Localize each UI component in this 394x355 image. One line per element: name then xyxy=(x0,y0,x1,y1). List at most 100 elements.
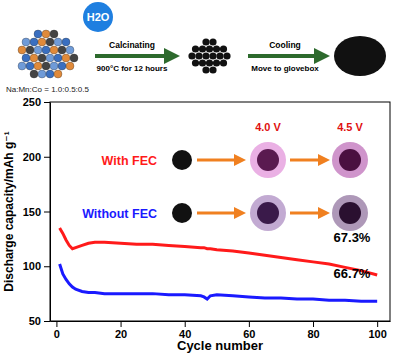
calcined-particle xyxy=(220,59,227,66)
series-label: Without FEC xyxy=(82,207,157,221)
particle xyxy=(22,54,30,62)
calcined-particle xyxy=(192,59,199,66)
particle xyxy=(42,30,50,38)
x-axis-title: Cycle number xyxy=(177,338,263,353)
particle xyxy=(70,54,78,62)
tick-label: 150 xyxy=(23,206,41,218)
particle-pristine xyxy=(172,150,192,170)
annotation: 67.3% xyxy=(334,230,371,245)
step-label: Cooling xyxy=(269,40,301,50)
calcined-particle xyxy=(223,52,230,59)
particle xyxy=(22,38,30,46)
tick: 200 xyxy=(23,151,50,163)
ratio-label: Na:Mn:Co = 1.0:0.5:0.5 xyxy=(6,85,89,94)
particle-shell xyxy=(250,142,286,178)
particle xyxy=(66,46,74,54)
tick: 80 xyxy=(307,321,319,340)
tick: 100 xyxy=(23,260,50,272)
particle-shell xyxy=(250,195,286,231)
tick-mark xyxy=(44,212,50,213)
particle xyxy=(38,38,46,46)
tick-mark xyxy=(44,266,50,267)
tick: 0 xyxy=(54,321,60,340)
tick: 150 xyxy=(23,206,50,218)
tick-mark xyxy=(44,157,50,158)
arrow xyxy=(95,54,172,58)
tick-label: 250 xyxy=(23,96,41,108)
calcined-particle xyxy=(202,52,209,59)
series-label: With FEC xyxy=(102,154,157,168)
calcined-particle xyxy=(209,52,216,59)
particle xyxy=(50,30,58,38)
water-label: H2O xyxy=(87,11,110,23)
calcined-particle xyxy=(202,66,209,73)
particle xyxy=(18,46,26,54)
tick-label: 20 xyxy=(115,328,127,340)
calcined-particle xyxy=(220,45,227,52)
particle-pristine xyxy=(172,203,192,223)
annotation: 66.7% xyxy=(334,266,371,281)
particle xyxy=(30,54,38,62)
particle xyxy=(30,70,38,78)
axis-line xyxy=(50,103,51,322)
arrow xyxy=(197,212,240,215)
tick: 60 xyxy=(243,321,255,340)
particle-shell xyxy=(332,195,368,231)
calcined-particle xyxy=(209,38,216,45)
particle-core xyxy=(257,202,279,224)
tick-label: 80 xyxy=(307,328,319,340)
particle xyxy=(54,38,62,46)
particle xyxy=(62,54,70,62)
tick: 250 xyxy=(23,96,50,108)
tick-mark xyxy=(377,321,378,327)
series-line xyxy=(60,264,378,301)
calcined-particle xyxy=(188,52,195,59)
calcined-particle xyxy=(199,45,206,52)
plot-frame xyxy=(50,102,390,321)
schematic: H2ONa:Mn:Co = 1.0:0.5:0.5Calcinating900°… xyxy=(6,2,386,94)
arrow xyxy=(248,54,322,58)
tick-mark xyxy=(44,102,50,103)
particle xyxy=(46,38,54,46)
tick-label: 50 xyxy=(29,315,41,327)
arrow xyxy=(290,159,324,162)
arrow xyxy=(290,212,324,215)
particle xyxy=(58,62,66,70)
particle xyxy=(26,62,34,70)
particle xyxy=(66,62,74,70)
calcined-particle xyxy=(195,52,202,59)
tick-mark xyxy=(185,321,186,327)
tick-mark xyxy=(121,321,122,327)
tick-mark xyxy=(56,321,57,327)
particle xyxy=(58,46,66,54)
particle xyxy=(42,62,50,70)
tick: 100 xyxy=(368,321,386,340)
step-label: Move to glovebox xyxy=(251,64,319,73)
tick: 20 xyxy=(115,321,127,340)
tick-label: 0 xyxy=(54,328,60,340)
tick-label: 100 xyxy=(23,260,41,272)
calcined-particle xyxy=(206,59,213,66)
particle xyxy=(54,54,62,62)
calcined-particle xyxy=(213,45,220,52)
particle xyxy=(26,46,34,54)
calcined-particle xyxy=(213,59,220,66)
tick: 50 xyxy=(29,315,50,327)
tick-label: 200 xyxy=(23,151,41,163)
annotation: 4.0 V xyxy=(255,121,281,133)
particle xyxy=(50,46,58,54)
particle xyxy=(34,62,42,70)
plot-area xyxy=(60,228,378,301)
calcined-particle xyxy=(192,45,199,52)
water-bubble xyxy=(83,2,113,32)
x-axis: 020406080100 xyxy=(51,321,391,340)
step-label: Calcinating xyxy=(109,40,155,50)
annotation: 4.5 V xyxy=(337,121,363,133)
particle xyxy=(38,54,46,62)
particle xyxy=(38,70,46,78)
particle xyxy=(50,62,58,70)
calcined-particle xyxy=(199,59,206,66)
figure: H2ONa:Mn:Co = 1.0:0.5:0.5Calcinating900°… xyxy=(0,0,394,355)
series-line xyxy=(60,228,378,275)
product-powder xyxy=(334,36,386,76)
